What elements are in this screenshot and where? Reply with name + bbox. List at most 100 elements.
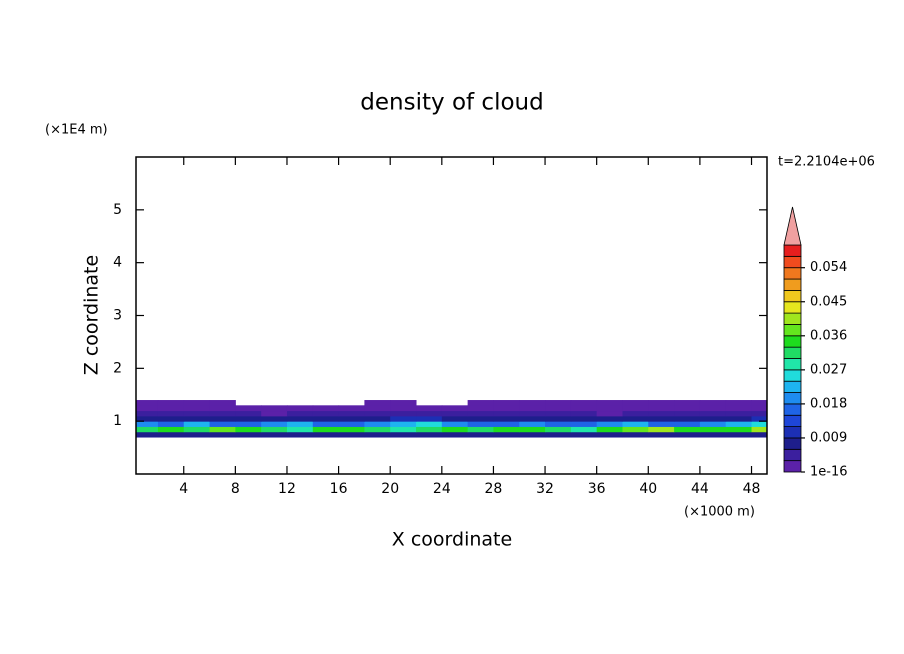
contour-cell [674, 410, 701, 417]
contour-cell [390, 400, 417, 406]
contour-cell [519, 431, 546, 438]
colorbar-box [783, 346, 802, 359]
contour-cell [416, 421, 443, 427]
contour-cell [209, 426, 236, 433]
contour-cell [364, 415, 391, 422]
contour-cell [416, 405, 443, 412]
x-tick-label: 16 [330, 481, 348, 497]
colorbar-label: 1e-16 [810, 465, 848, 480]
colorbar-box [783, 403, 802, 416]
contour-cell [570, 415, 598, 422]
contour-cell [596, 421, 623, 427]
colorbar-box [783, 289, 802, 303]
contour-cell [235, 421, 262, 427]
contour-cell [183, 426, 211, 433]
contour-cell [751, 405, 767, 412]
y-tick-label: 2 [113, 360, 122, 376]
contour-cell [493, 410, 520, 417]
contour-cell [364, 421, 391, 427]
contour-cell [622, 405, 649, 412]
contour-cell [416, 415, 443, 422]
contour-cell [596, 400, 623, 406]
contour-cell [261, 410, 288, 417]
x-tick-label: 4 [179, 481, 188, 497]
contour-cell [261, 421, 288, 427]
contour-cell [519, 415, 546, 422]
contour-cell [493, 400, 520, 406]
contour-cell [725, 415, 753, 422]
contour-cell [467, 421, 494, 427]
contour-cell [570, 410, 598, 417]
contour-cell [416, 431, 443, 438]
colorbar-box [783, 267, 802, 280]
contour-cell [519, 405, 546, 412]
contour-cell [209, 421, 236, 427]
contour-cell [364, 426, 391, 433]
contour-cell [699, 431, 727, 438]
contour-cell [699, 421, 727, 427]
contour-cell [493, 415, 520, 422]
contour-cell [725, 405, 753, 412]
contour-cell [699, 405, 727, 412]
x-tick-label: 8 [231, 481, 240, 497]
contour-cell [493, 405, 520, 412]
x-unit: (×1000 m) [684, 505, 755, 520]
contour-cell [286, 405, 314, 412]
x-tick-label: 44 [691, 481, 709, 497]
colorbar-box [783, 426, 802, 439]
contour-cell [648, 431, 675, 438]
contour-cell [157, 421, 185, 427]
contour-cell [183, 405, 211, 412]
contour-cell [441, 410, 469, 417]
contour-cell [390, 410, 417, 417]
contour-cell [312, 415, 340, 422]
contour-cell [622, 426, 649, 433]
contour-cell [725, 431, 753, 438]
contour-cell [467, 415, 494, 422]
contour-cell [390, 421, 417, 427]
contour-cell [519, 410, 546, 417]
contour-cell [183, 410, 211, 417]
contour-cell [136, 415, 159, 422]
contour-cell [235, 410, 262, 417]
contour-cell [157, 426, 185, 433]
contour-cell [441, 431, 469, 438]
contour-cell [261, 405, 288, 412]
x-tick-label: 20 [381, 481, 399, 497]
contour-cell [338, 431, 365, 438]
colorbar-box [783, 392, 802, 405]
contour-cell [235, 415, 262, 422]
contour-cell [441, 426, 469, 433]
contour-cell [235, 405, 262, 412]
y-axis-label: Z coordinate [81, 255, 103, 375]
colorbar-box [783, 335, 802, 348]
contour-cell [674, 405, 701, 412]
contour-cell [596, 426, 623, 433]
contour-cell [286, 431, 314, 438]
contour-cell [622, 431, 649, 438]
colorbar-label: 0.054 [810, 260, 847, 275]
contour-field [136, 400, 767, 438]
colorbar-label: 0.036 [810, 328, 847, 343]
contour-cell [157, 405, 185, 412]
contour-cell [209, 431, 236, 438]
colorbar-box [783, 244, 802, 257]
contour-cell [338, 426, 365, 433]
y-tick-label: 5 [113, 202, 122, 218]
colorbar-box [783, 380, 802, 393]
contour-cell [648, 410, 675, 417]
contour-cell [467, 431, 494, 438]
contour-cell [183, 415, 211, 422]
contour-cell [136, 410, 159, 417]
contour-cell [725, 426, 753, 433]
contour-cell [416, 426, 443, 433]
contour-cell [519, 426, 546, 433]
contour-cell [519, 400, 546, 406]
contour-cell [441, 405, 469, 412]
contour-cell [261, 426, 288, 433]
x-tick-label: 32 [536, 481, 554, 497]
contour-cell [364, 400, 391, 406]
contour-cell [519, 421, 546, 427]
y-tick-label: 3 [113, 308, 122, 324]
contour-cell [312, 421, 340, 427]
